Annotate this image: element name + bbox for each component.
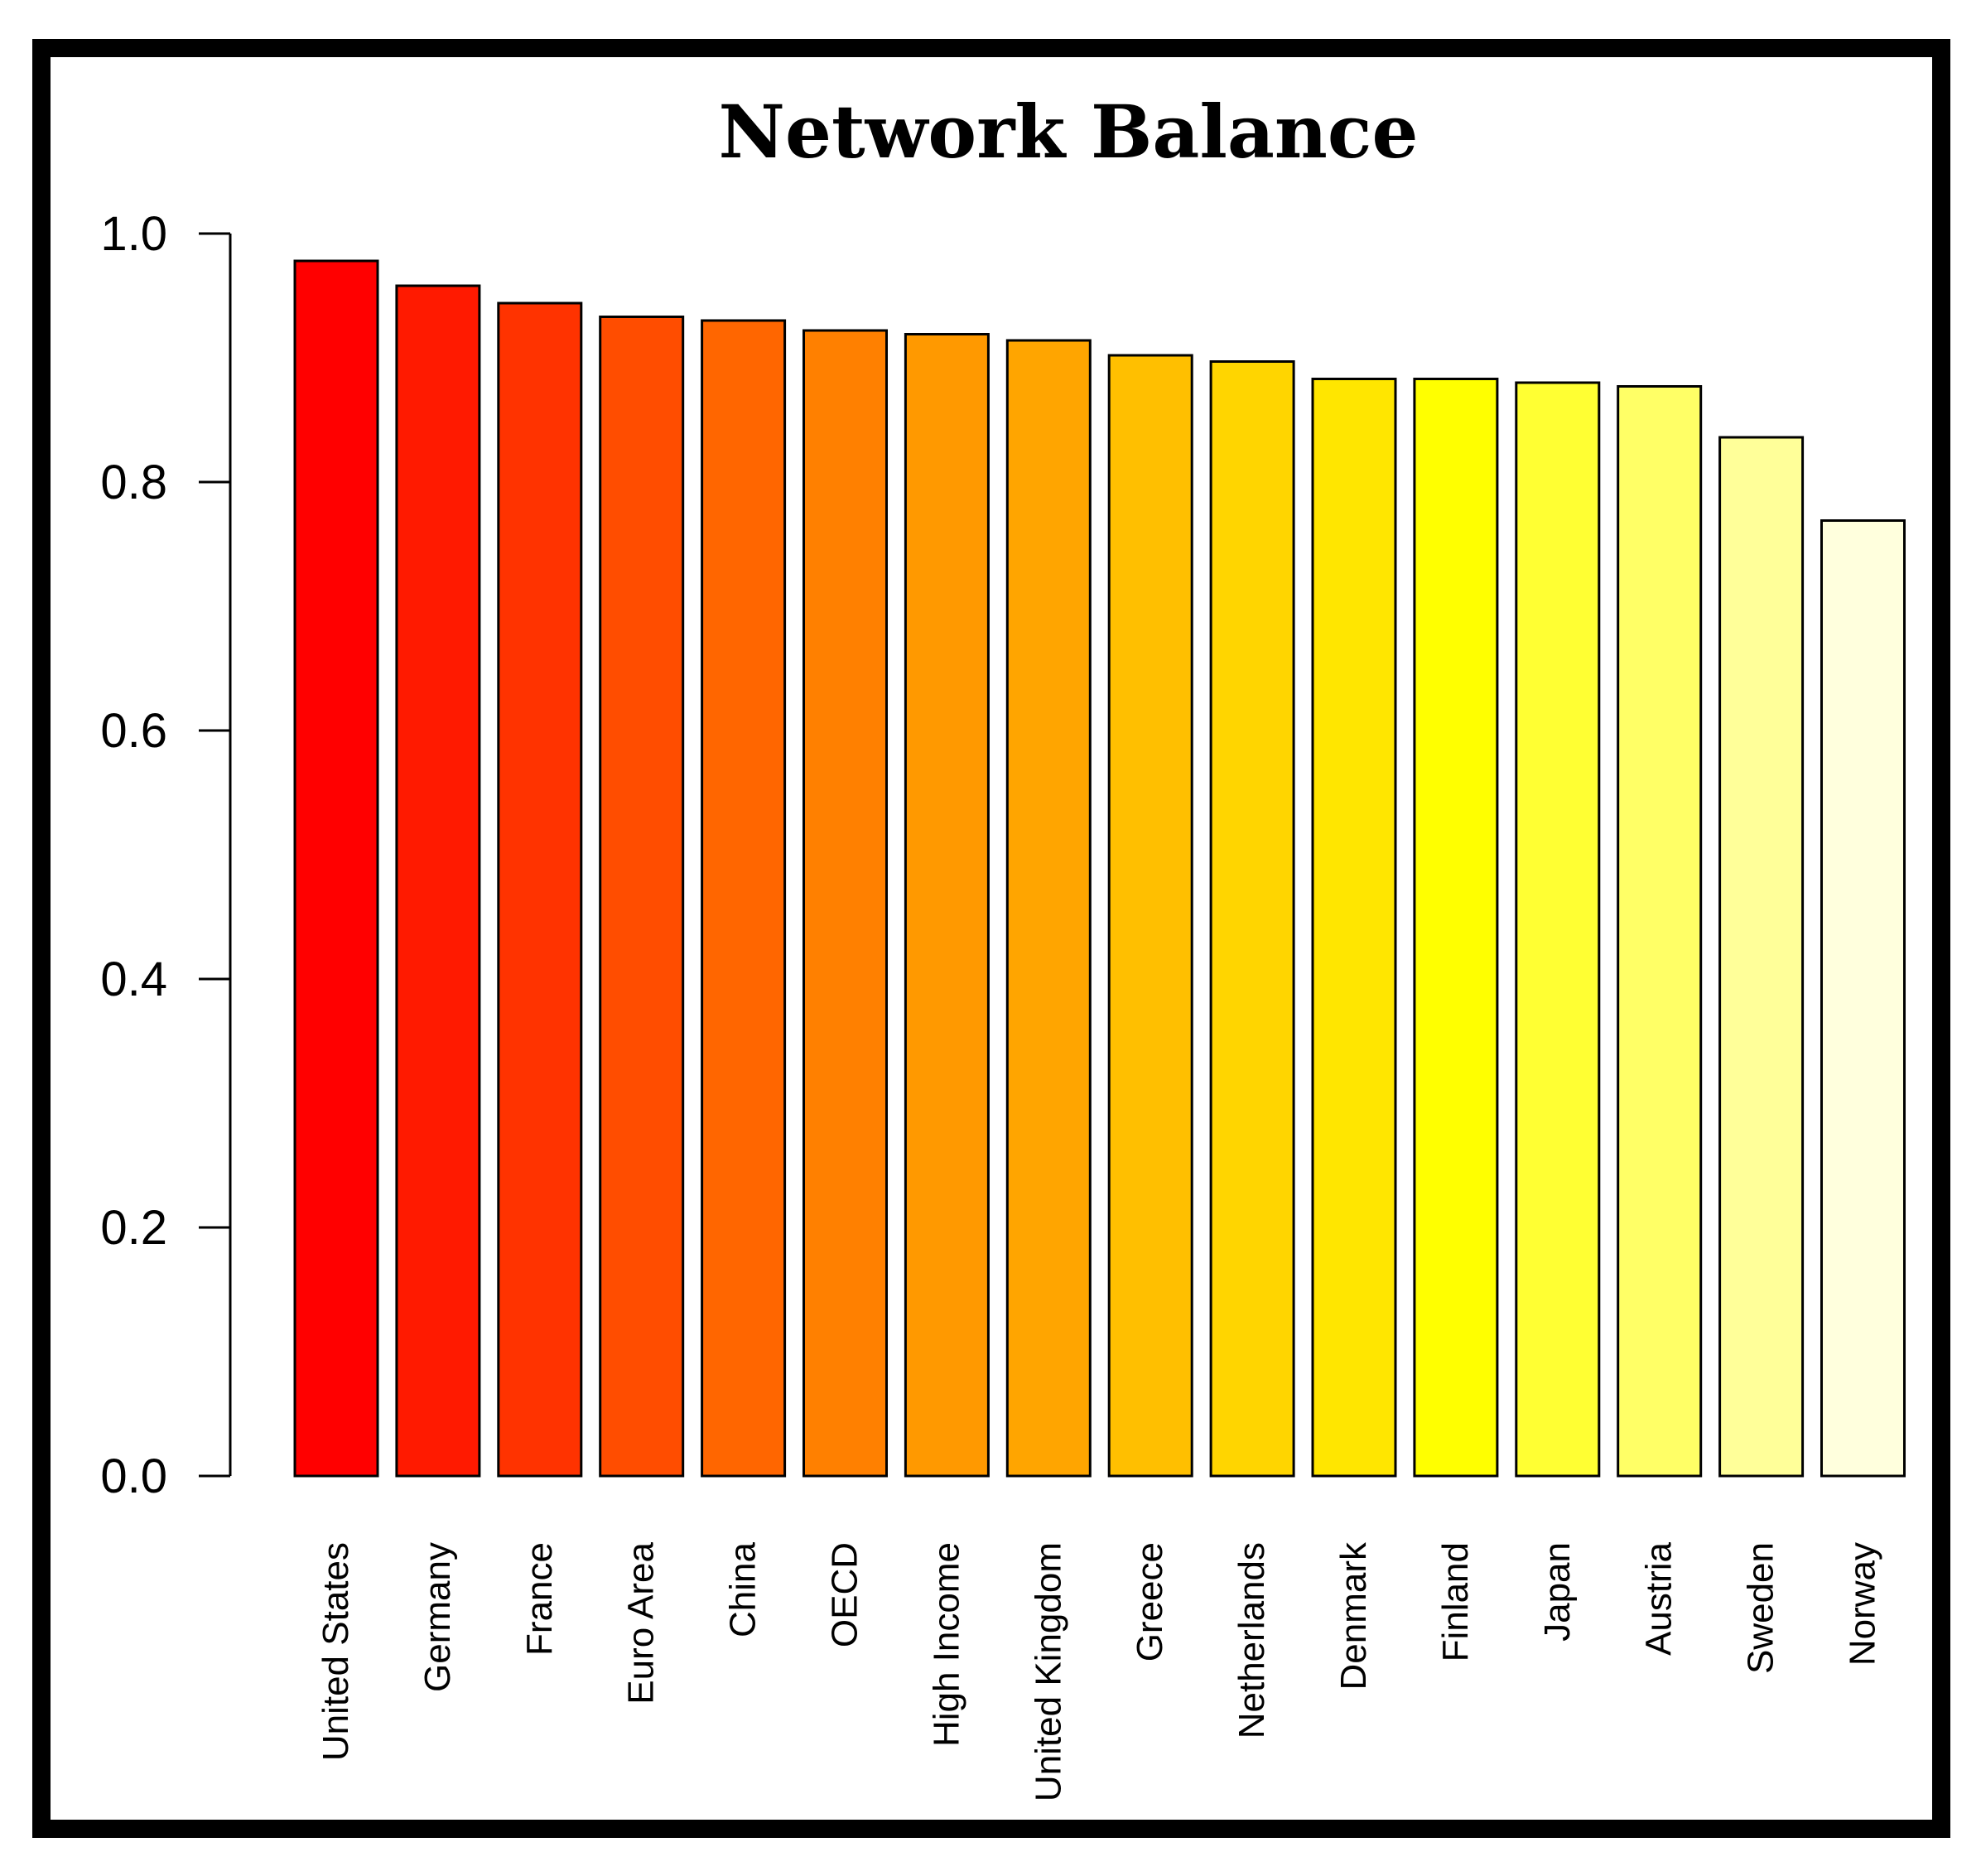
- bar-united-states: [293, 259, 379, 1478]
- category-label: United States: [316, 1542, 356, 1761]
- bar-germany: [395, 284, 481, 1478]
- bar-united-kingdom: [1005, 339, 1092, 1478]
- category-label: Greece: [1130, 1542, 1170, 1661]
- bars: [293, 259, 1906, 1478]
- bar-oecd: [803, 329, 888, 1478]
- bar-austria: [1617, 385, 1703, 1478]
- category-label: Norway: [1843, 1542, 1883, 1666]
- bar-denmark: [1311, 378, 1397, 1478]
- y-tick-label: 0.4: [100, 952, 167, 1006]
- y-axis: 0.0 0.2 0.4 0.6 0.8 1.0: [100, 207, 232, 1503]
- y-tick-label: 0.6: [100, 704, 167, 758]
- category-label: OECD: [825, 1542, 865, 1647]
- bar-greece: [1107, 354, 1193, 1478]
- bar-sweden: [1718, 436, 1805, 1478]
- y-tick-label: 1.0: [100, 207, 167, 261]
- bar-euro-area: [599, 316, 685, 1478]
- category-label: Denmark: [1333, 1541, 1374, 1690]
- bar-china: [701, 319, 787, 1478]
- chart-title: Network Balance: [719, 89, 1419, 175]
- bar-norway: [1820, 519, 1906, 1478]
- category-label: United Kingdom: [1028, 1542, 1068, 1801]
- category-label: Austria: [1639, 1541, 1680, 1655]
- bar-finland: [1413, 378, 1499, 1478]
- category-label: Germany: [417, 1542, 458, 1692]
- category-label: China: [723, 1541, 764, 1637]
- category-labels: United States Germany France Euro Area China…: [316, 1541, 1883, 1801]
- category-label: Netherlands: [1231, 1542, 1272, 1739]
- category-label: Sweden: [1741, 1542, 1781, 1674]
- category-label: Japan: [1537, 1542, 1578, 1642]
- bar-netherlands: [1209, 360, 1295, 1478]
- bar-high-income: [904, 333, 990, 1478]
- bar-france: [497, 301, 583, 1478]
- y-tick-label: 0.8: [100, 456, 167, 509]
- bar-japan: [1515, 381, 1601, 1478]
- y-tick-label: 0.2: [100, 1201, 167, 1255]
- category-label: Euro Area: [621, 1541, 662, 1704]
- y-tick-label: 0.0: [100, 1449, 167, 1503]
- category-label: France: [519, 1542, 560, 1656]
- category-label: High Income: [926, 1542, 966, 1747]
- category-label: Finland: [1435, 1542, 1476, 1661]
